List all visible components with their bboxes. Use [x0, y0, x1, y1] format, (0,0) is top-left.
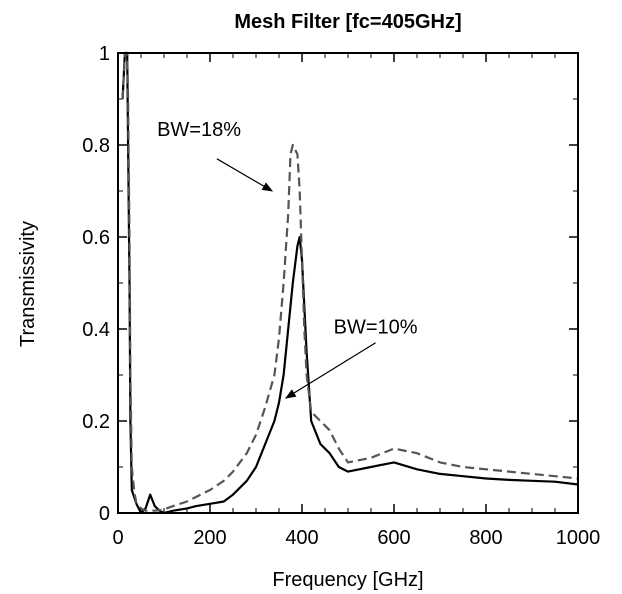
x-tick-label: 1000 [556, 527, 601, 549]
y-axis-label: Transmissivity [17, 221, 39, 347]
series-layer [121, 51, 579, 515]
plot-frame [117, 52, 579, 514]
ticks-layer: 0 200 400 600 800 1000 0 0.2 0.4 0.6 0.8 1 [82, 43, 600, 549]
annotation-layer: BW=18% BW=10% [157, 119, 418, 399]
chart-title: Mesh Filter [fc=405GHz] [234, 11, 461, 33]
annotation-arrow [284, 342, 376, 399]
series-line-solid [121, 51, 579, 515]
x-tick-label: 600 [377, 527, 410, 549]
series-line-dashed [121, 51, 579, 512]
x-tick-label: 200 [193, 527, 226, 549]
y-tick-label: 0.2 [82, 411, 110, 433]
y-tick-label: 1 [99, 43, 110, 65]
x-tick-label: 0 [112, 527, 123, 549]
annotation-label: BW=18% [157, 119, 241, 141]
y-tick-label: 0 [99, 503, 110, 525]
x-tick-label: 400 [285, 527, 318, 549]
y-tick-label: 0.6 [82, 227, 110, 249]
y-tick-label: 0.4 [82, 319, 110, 341]
annotation-arrow [216, 158, 274, 192]
annotation-label: BW=10% [334, 317, 418, 339]
y-tick-label: 0.8 [82, 135, 110, 157]
x-tick-label: 800 [469, 527, 502, 549]
x-axis-label: Frequency [GHz] [272, 569, 423, 591]
